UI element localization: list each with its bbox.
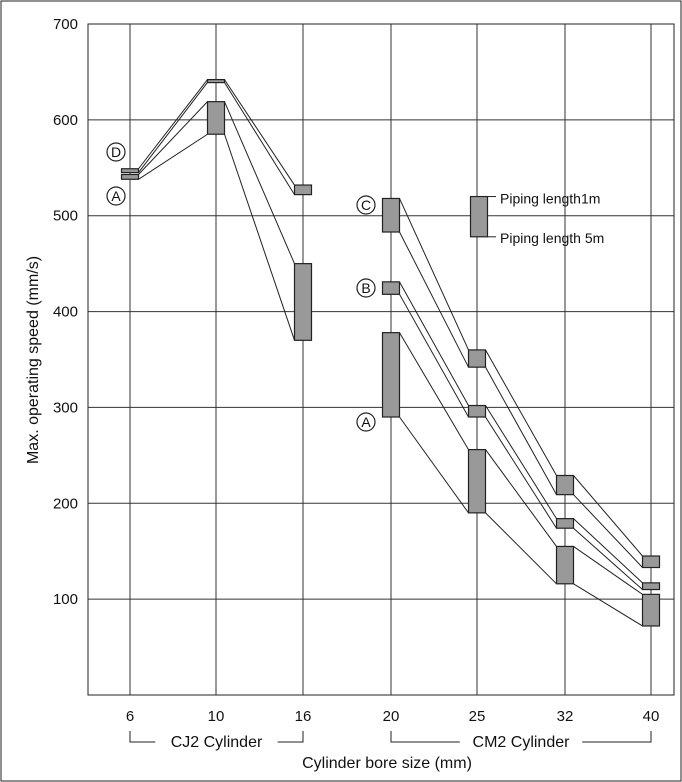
series-line-bottom bbox=[573, 583, 643, 627]
series-line-top bbox=[485, 349, 557, 476]
series-line-bottom bbox=[485, 416, 557, 529]
series-line-bottom bbox=[573, 527, 643, 590]
series-line-top bbox=[485, 449, 557, 547]
tick-labels: 100 200 300 400 500 600 700 6 10 16 20 25 32 40 bbox=[53, 16, 659, 725]
legend-swatch bbox=[469, 195, 489, 238]
y-tick-label: 200 bbox=[53, 495, 78, 512]
group-label: CJ2 Cylinder bbox=[171, 734, 263, 751]
y-tick-label: 700 bbox=[53, 16, 78, 33]
series-label: C bbox=[361, 197, 371, 213]
series-line-top bbox=[138, 101, 208, 175]
series-lines bbox=[138, 79, 643, 627]
speed-range-band bbox=[467, 349, 487, 368]
group-bracket-left bbox=[129, 731, 156, 743]
speed-range-band bbox=[381, 281, 401, 295]
speed-range-band bbox=[555, 518, 575, 529]
speed-range-band bbox=[641, 593, 661, 627]
series-label: A bbox=[361, 414, 371, 430]
x-tick-label: 32 bbox=[557, 708, 574, 725]
speed-range-band bbox=[555, 545, 575, 585]
y-tick-label: 600 bbox=[53, 112, 78, 129]
speed-range-band bbox=[555, 474, 575, 496]
series-line-bottom bbox=[485, 366, 557, 495]
speed-range-band bbox=[293, 263, 313, 341]
speed-range-band bbox=[293, 184, 313, 196]
x-tick-label: 25 bbox=[469, 708, 486, 725]
series-bands bbox=[120, 78, 661, 627]
legend: Piping length1m Piping length 5m bbox=[469, 191, 604, 246]
speed-range-band bbox=[467, 404, 487, 418]
speed-range-band bbox=[120, 173, 140, 180]
series-line-bottom bbox=[399, 294, 469, 418]
series-line-top bbox=[399, 332, 469, 450]
x-tick-label: 6 bbox=[126, 708, 134, 725]
speed-range-band bbox=[381, 332, 401, 418]
series-line-bottom bbox=[399, 416, 469, 514]
series-line-top bbox=[399, 281, 469, 406]
series-label-circle bbox=[356, 412, 376, 432]
series-line-top bbox=[573, 475, 643, 557]
legend-item: Piping length1m bbox=[500, 191, 600, 207]
series-line-bottom bbox=[224, 82, 295, 195]
y-tick-label: 500 bbox=[53, 208, 78, 225]
group-bracket-right bbox=[277, 731, 304, 743]
series-line-top bbox=[573, 546, 643, 595]
speed-range-band bbox=[641, 555, 661, 569]
y-tick-label: 400 bbox=[53, 304, 78, 321]
series-line-bottom bbox=[399, 231, 469, 368]
series-line-bottom bbox=[138, 82, 208, 173]
series-line-bottom bbox=[573, 494, 643, 568]
series-line-top bbox=[224, 79, 295, 186]
series-line-top bbox=[399, 198, 469, 351]
speed-range-band bbox=[467, 449, 487, 514]
speed-range-band bbox=[206, 78, 226, 84]
series-line-bottom bbox=[224, 134, 295, 341]
series-label: A bbox=[111, 188, 121, 204]
series-labels: D A C B A bbox=[106, 142, 376, 432]
series-line-top bbox=[138, 79, 208, 170]
series-label: D bbox=[111, 144, 121, 160]
x-tick-label: 10 bbox=[208, 708, 225, 725]
plot-frame bbox=[87, 23, 675, 696]
group-label: CM2 Cylinder bbox=[473, 734, 571, 751]
series-line-top bbox=[573, 518, 643, 584]
group-bracket-right bbox=[582, 731, 652, 743]
speed-range-band bbox=[120, 168, 140, 174]
grid bbox=[88, 23, 674, 695]
speed-range-band bbox=[381, 197, 401, 233]
x-tick-label: 20 bbox=[383, 708, 400, 725]
series-line-top bbox=[224, 101, 295, 264]
series-line-bottom bbox=[138, 133, 208, 180]
group-brackets: CJ2 Cylinder CM2 Cylinder bbox=[129, 731, 652, 751]
speed-range-band bbox=[206, 101, 226, 135]
series-line-top bbox=[485, 405, 557, 519]
x-axis-title: Cylinder bore size (mm) bbox=[302, 755, 472, 772]
series-line-bottom bbox=[485, 512, 557, 585]
series-label-circle bbox=[106, 142, 126, 162]
speed-range-band bbox=[641, 582, 661, 591]
y-tick-label: 300 bbox=[53, 399, 78, 416]
series-label-circle bbox=[356, 195, 376, 215]
x-tick-label: 40 bbox=[643, 708, 660, 725]
series-label: B bbox=[361, 280, 370, 296]
series-label-circle bbox=[356, 278, 376, 298]
legend-item: Piping length 5m bbox=[500, 230, 604, 246]
series-label-circle bbox=[106, 186, 126, 206]
y-tick-label: 100 bbox=[53, 591, 78, 608]
y-axis-title: Max. operating speed (mm/s) bbox=[25, 256, 42, 464]
x-tick-label: 16 bbox=[295, 708, 312, 725]
group-bracket-left bbox=[390, 731, 460, 743]
